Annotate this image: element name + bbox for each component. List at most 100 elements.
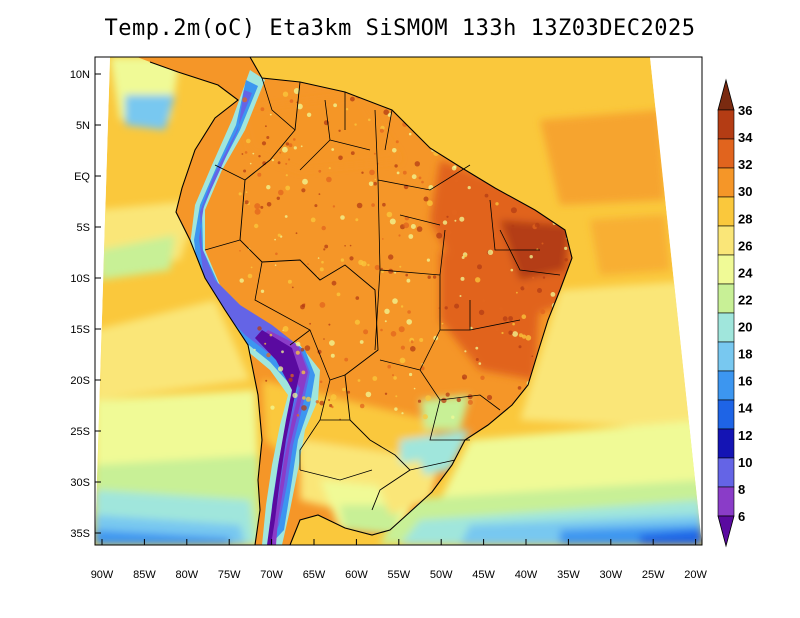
lon-label: 70W xyxy=(260,569,283,581)
speckle xyxy=(467,186,471,190)
speckle xyxy=(355,218,359,222)
speckle xyxy=(319,267,324,272)
speckle xyxy=(418,176,422,180)
speckle xyxy=(512,331,518,337)
speckle xyxy=(517,386,522,390)
speckle xyxy=(410,340,414,344)
speckle xyxy=(499,307,503,311)
lon-label: 80W xyxy=(175,569,198,581)
speckle xyxy=(441,322,444,325)
speckle xyxy=(340,258,345,262)
speckle xyxy=(288,143,293,148)
speckle xyxy=(396,171,400,175)
speckle xyxy=(250,266,253,269)
map-title: Temp.2m(oC) Eta3km SiSMOM 133h 13Z03DEC2… xyxy=(104,16,696,41)
lon-label: 45W xyxy=(472,569,495,581)
speckle xyxy=(285,142,290,146)
speckle xyxy=(329,340,335,346)
speckle xyxy=(306,112,312,118)
speckle xyxy=(288,377,293,382)
speckle xyxy=(380,267,383,270)
speckle xyxy=(382,202,386,207)
speckle xyxy=(405,273,409,277)
speckle xyxy=(350,96,355,102)
speckle xyxy=(266,352,271,358)
speckle xyxy=(482,299,486,303)
speckle xyxy=(464,350,467,353)
speckle xyxy=(258,155,261,158)
speckle xyxy=(521,334,527,339)
speckle xyxy=(518,333,523,338)
speckle xyxy=(321,260,324,264)
colorbar-swatch xyxy=(717,283,735,314)
speckle xyxy=(249,162,252,165)
colorbar-label: 12 xyxy=(738,428,752,443)
speckle xyxy=(451,415,455,419)
speckle xyxy=(540,309,546,315)
speckle xyxy=(359,340,364,344)
speckle xyxy=(564,258,568,262)
boundaries xyxy=(137,56,573,546)
lat-label: 5S xyxy=(77,222,90,234)
lat-label: 10N xyxy=(70,69,90,81)
speckle xyxy=(399,265,402,268)
speckle xyxy=(260,289,265,293)
speckle xyxy=(261,141,267,146)
speckle xyxy=(383,109,390,115)
speckle xyxy=(257,326,262,331)
colorbar-swatch xyxy=(717,254,735,285)
speckle xyxy=(287,279,292,284)
speckle xyxy=(450,172,453,176)
speckle xyxy=(293,138,296,141)
speckle xyxy=(486,189,490,193)
speckle xyxy=(475,358,479,361)
speckle xyxy=(323,338,325,340)
speckle xyxy=(501,331,504,335)
lon-label: 40W xyxy=(515,569,538,581)
speckle xyxy=(321,225,326,231)
colorbar-swatch xyxy=(717,167,735,198)
colorbar-label: 36 xyxy=(738,103,752,118)
speckle xyxy=(246,138,251,144)
speckle xyxy=(295,350,300,355)
colorbar-swatch xyxy=(717,457,735,488)
speckle xyxy=(475,277,481,283)
speckle xyxy=(407,310,411,314)
colorbar-label: 32 xyxy=(738,157,752,172)
speckle xyxy=(419,338,424,342)
speckle xyxy=(238,192,242,196)
speckle xyxy=(357,379,361,382)
speckle xyxy=(423,196,429,202)
speckle xyxy=(389,218,396,225)
speckle xyxy=(361,171,364,174)
speckle xyxy=(331,405,334,409)
speckle xyxy=(542,276,546,279)
speckle xyxy=(564,246,568,250)
speckle xyxy=(282,326,289,332)
speckle xyxy=(500,329,503,332)
speckle xyxy=(475,346,479,350)
speckle xyxy=(382,238,384,240)
speckle xyxy=(460,276,465,281)
speckle xyxy=(399,357,406,364)
speckle xyxy=(380,328,383,332)
speckle xyxy=(314,204,318,208)
speckle xyxy=(502,316,508,322)
colorbar-swatch xyxy=(717,341,735,372)
speckle xyxy=(239,278,244,283)
speckle xyxy=(330,394,337,400)
speckle xyxy=(395,395,398,398)
speckle xyxy=(301,188,306,193)
speckle xyxy=(319,400,325,406)
speckle xyxy=(394,271,397,274)
speckle xyxy=(276,196,280,200)
speckle xyxy=(270,405,275,410)
speckle xyxy=(345,108,349,111)
speckle xyxy=(275,252,278,256)
speckle xyxy=(274,238,276,241)
lon-label: 55W xyxy=(387,569,410,581)
speckle xyxy=(408,132,412,136)
speckle xyxy=(328,323,331,326)
lon-label: 25W xyxy=(642,569,665,581)
